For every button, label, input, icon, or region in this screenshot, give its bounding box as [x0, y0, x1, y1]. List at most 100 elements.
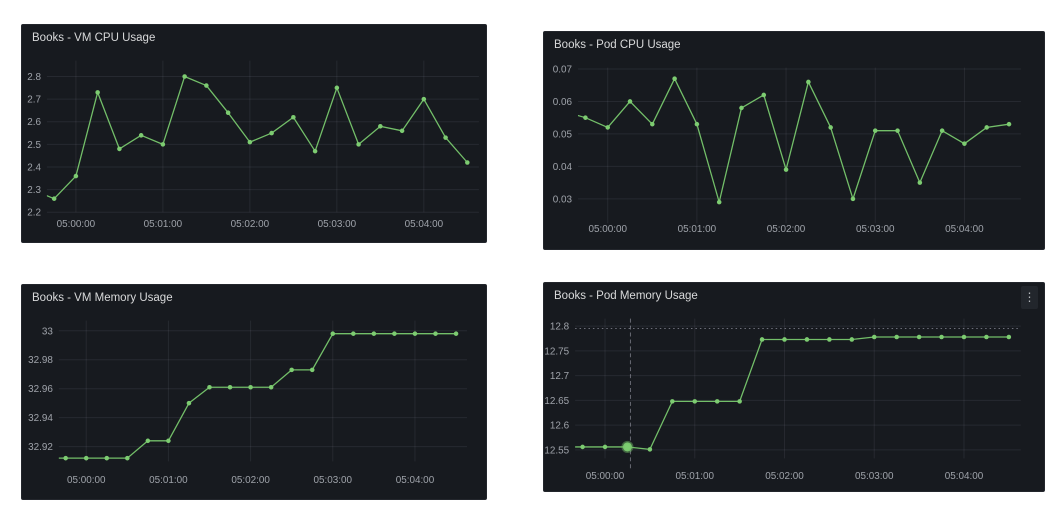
data-point: [782, 337, 787, 342]
data-point: [1006, 334, 1012, 340]
data-point: [737, 399, 742, 404]
y-tick-label: 2.4: [27, 162, 41, 173]
vm-cpu-chart-plot-area[interactable]: 2.2 2.3 2.4 2.5 2.6 2.7 2.8 05:00:00 05:01:00 05:…: [22, 25, 486, 242]
y-tick-label: 32.98: [28, 355, 53, 366]
data-point: [894, 334, 899, 340]
data-point: [672, 76, 677, 81]
data-point: [207, 384, 212, 390]
pod-memory-chart-plot-area[interactable]: 12.55 12.6 12.65 12.7 12.75 12.8 05:00:00 05:01…: [544, 283, 1044, 491]
panel-title[interactable]: Books - VM CPU Usage: [32, 32, 156, 44]
data-point: [351, 331, 356, 336]
x-tick-label: 05:00:00: [586, 471, 625, 482]
data-point: [984, 125, 990, 130]
data-point: [51, 196, 57, 201]
data-point: [145, 438, 151, 444]
data-point: [828, 125, 833, 130]
y-tick-label: 2.8: [27, 72, 41, 83]
data-point: [580, 444, 585, 450]
data-point: [312, 148, 318, 154]
data-point: [939, 128, 945, 133]
data-point: [804, 337, 810, 342]
x-tick-label: 05:03:00: [855, 471, 894, 482]
data-point: [759, 337, 765, 342]
y-tick-label: 12.8: [550, 322, 570, 333]
x-tick-label: 05:01:00: [149, 475, 188, 486]
data-point: [63, 455, 68, 461]
data-point: [739, 105, 744, 111]
highlighted-data-point: [621, 440, 634, 453]
data-point: [291, 114, 296, 120]
data-point: [849, 337, 855, 342]
x-tick-label: 05:02:00: [765, 471, 804, 482]
data-point: [225, 110, 231, 115]
y-tick-label: 12.65: [544, 396, 569, 407]
panel-vm-cpu-usage: Books - VM CPU Usage 2.2 2.3 2.4 2.5 2.6 2.7 2…: [21, 24, 487, 243]
x-tick-label: 05:03:00: [314, 475, 353, 486]
data-point: [716, 199, 722, 205]
data-point: [269, 130, 274, 136]
data-point: [95, 90, 100, 95]
y-tick-label: 12.6: [550, 421, 570, 432]
data-point: [186, 400, 192, 406]
y-tick-label: 0.05: [553, 129, 573, 140]
grid-lines: 32.92 32.94 32.96 32.98 33 05:00:00 05:01:00 05…: [28, 320, 468, 486]
y-tick-label: 2.5: [27, 140, 41, 151]
data-point: [160, 142, 166, 147]
y-tick-label: 0.03: [553, 194, 573, 205]
data-point: [1006, 121, 1012, 127]
data-point: [453, 331, 459, 336]
data-point: [602, 444, 608, 450]
data-point: [412, 331, 418, 336]
data-point: [761, 92, 767, 98]
y-tick-label: 2.3: [27, 185, 41, 196]
y-tick-label: 0.06: [553, 97, 573, 108]
data-point: [378, 124, 383, 129]
series-points: [63, 331, 459, 461]
panel-vm-memory-usage: Books - VM Memory Usage 32.92 32.94 32.96 3…: [21, 284, 487, 500]
panel-menu-button[interactable]: ⋮: [1021, 286, 1038, 309]
series-points: [583, 76, 1012, 205]
data-point: [895, 128, 900, 133]
y-tick-label: 32.92: [28, 442, 53, 453]
data-point: [692, 399, 698, 404]
y-tick-label: 33: [42, 326, 54, 337]
data-point: [227, 384, 233, 390]
y-tick-label: 0.04: [553, 162, 573, 173]
y-tick-label: 2.7: [27, 95, 41, 106]
data-point: [399, 128, 405, 134]
series-points: [51, 74, 470, 201]
y-tick-label: 2.6: [27, 117, 41, 128]
y-tick-label: 32.94: [28, 413, 53, 424]
x-tick-label: 05:00:00: [588, 224, 627, 235]
data-point: [138, 133, 144, 138]
grid-lines: 12.55 12.6 12.65 12.7 12.75 12.8 05:00:00 05:01…: [544, 318, 1021, 482]
x-tick-label: 05:04:00: [945, 471, 984, 482]
panel-title[interactable]: Books - VM Memory Usage: [32, 292, 173, 304]
panel-title[interactable]: Books - Pod CPU Usage: [554, 39, 681, 51]
data-point: [871, 334, 877, 340]
data-point: [371, 331, 377, 336]
data-point: [872, 128, 878, 133]
x-tick-label: 05:04:00: [945, 224, 984, 235]
data-point: [714, 399, 720, 404]
data-point: [117, 146, 122, 152]
data-point: [204, 83, 209, 88]
data-point: [125, 455, 130, 461]
x-tick-label: 05:02:00: [231, 219, 270, 230]
data-point: [605, 125, 610, 130]
data-point: [916, 334, 922, 340]
data-point: [850, 196, 856, 202]
panel-title[interactable]: Books - Pod Memory Usage: [554, 290, 698, 302]
data-point: [73, 173, 79, 179]
data-point: [247, 139, 253, 145]
vm-memory-chart-plot-area[interactable]: 32.92 32.94 32.96 32.98 33 05:00:00 05:01:00 05…: [22, 285, 486, 499]
data-point: [433, 331, 438, 336]
data-point: [984, 334, 989, 340]
x-tick-label: 05:04:00: [396, 475, 435, 486]
pod-cpu-chart-plot-area[interactable]: 0.03 0.04 0.05 0.06 0.07 05:00:00 05:01:00 05:0…: [544, 32, 1044, 249]
data-point: [647, 447, 653, 452]
data-point: [694, 121, 700, 127]
x-tick-label: 05:01:00: [678, 224, 717, 235]
x-tick-label: 05:02:00: [231, 475, 270, 486]
